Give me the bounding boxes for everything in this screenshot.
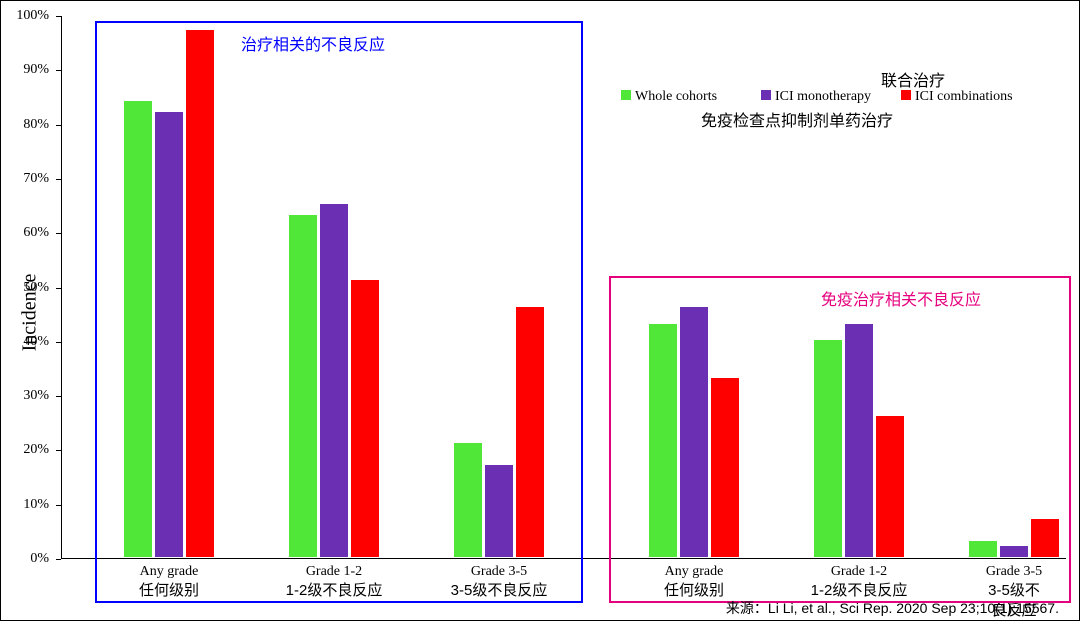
y-tick-mark <box>56 233 61 234</box>
y-tick-mark <box>56 450 61 451</box>
legend-swatch <box>761 90 771 100</box>
legend-item-whole: Whole cohorts <box>621 89 717 105</box>
legend-swatch <box>901 90 911 100</box>
y-tick-label: 20% <box>23 442 49 458</box>
group-box-label: 治疗相关的不良反应 <box>241 31 385 55</box>
group-box <box>609 276 1071 603</box>
y-tick-mark <box>56 179 61 180</box>
legend-label: ICI combinations <box>915 89 1013 104</box>
legend-swatch <box>621 90 631 100</box>
y-tick-mark <box>56 559 61 560</box>
legend-item-mono: ICI monotherapy <box>761 89 871 105</box>
y-tick-mark <box>56 16 61 17</box>
legend-label: Whole cohorts <box>635 89 717 104</box>
source-prefix: 来源： <box>726 600 768 616</box>
y-tick-label: 90% <box>23 62 49 78</box>
legend-annotation: 联合治疗 <box>881 67 945 91</box>
group-box <box>95 21 583 603</box>
legend-item-combo: ICI combinations <box>901 89 1013 105</box>
y-tick-mark <box>56 396 61 397</box>
y-tick-label: 80% <box>23 117 49 133</box>
chart-frame: Incidence 0%10%20%30%40%50%60%70%80%90%1… <box>0 0 1080 621</box>
source-text: Li Li, et al., Sci Rep. 2020 Sep 23;10(1… <box>768 600 1059 616</box>
y-tick-mark <box>56 288 61 289</box>
y-tick-label: 60% <box>23 225 49 241</box>
y-tick-label: 30% <box>23 388 49 404</box>
legend-annotation: 免疫检查点抑制剂单药治疗 <box>701 107 893 131</box>
y-tick-label: 0% <box>30 551 49 567</box>
y-tick-mark <box>56 505 61 506</box>
y-tick-mark <box>56 342 61 343</box>
source-citation: 来源：Li Li, et al., Sci Rep. 2020 Sep 23;1… <box>726 598 1059 618</box>
y-axis-line <box>61 16 62 559</box>
group-box-label: 免疫治疗相关不良反应 <box>821 286 981 310</box>
y-tick-label: 10% <box>23 497 49 513</box>
y-tick-mark <box>56 70 61 71</box>
y-tick-label: 70% <box>23 171 49 187</box>
y-tick-label: 50% <box>23 280 49 296</box>
legend-label: ICI monotherapy <box>775 89 871 104</box>
y-tick-label: 40% <box>23 334 49 350</box>
y-tick-label: 100% <box>16 8 49 24</box>
y-tick-mark <box>56 125 61 126</box>
